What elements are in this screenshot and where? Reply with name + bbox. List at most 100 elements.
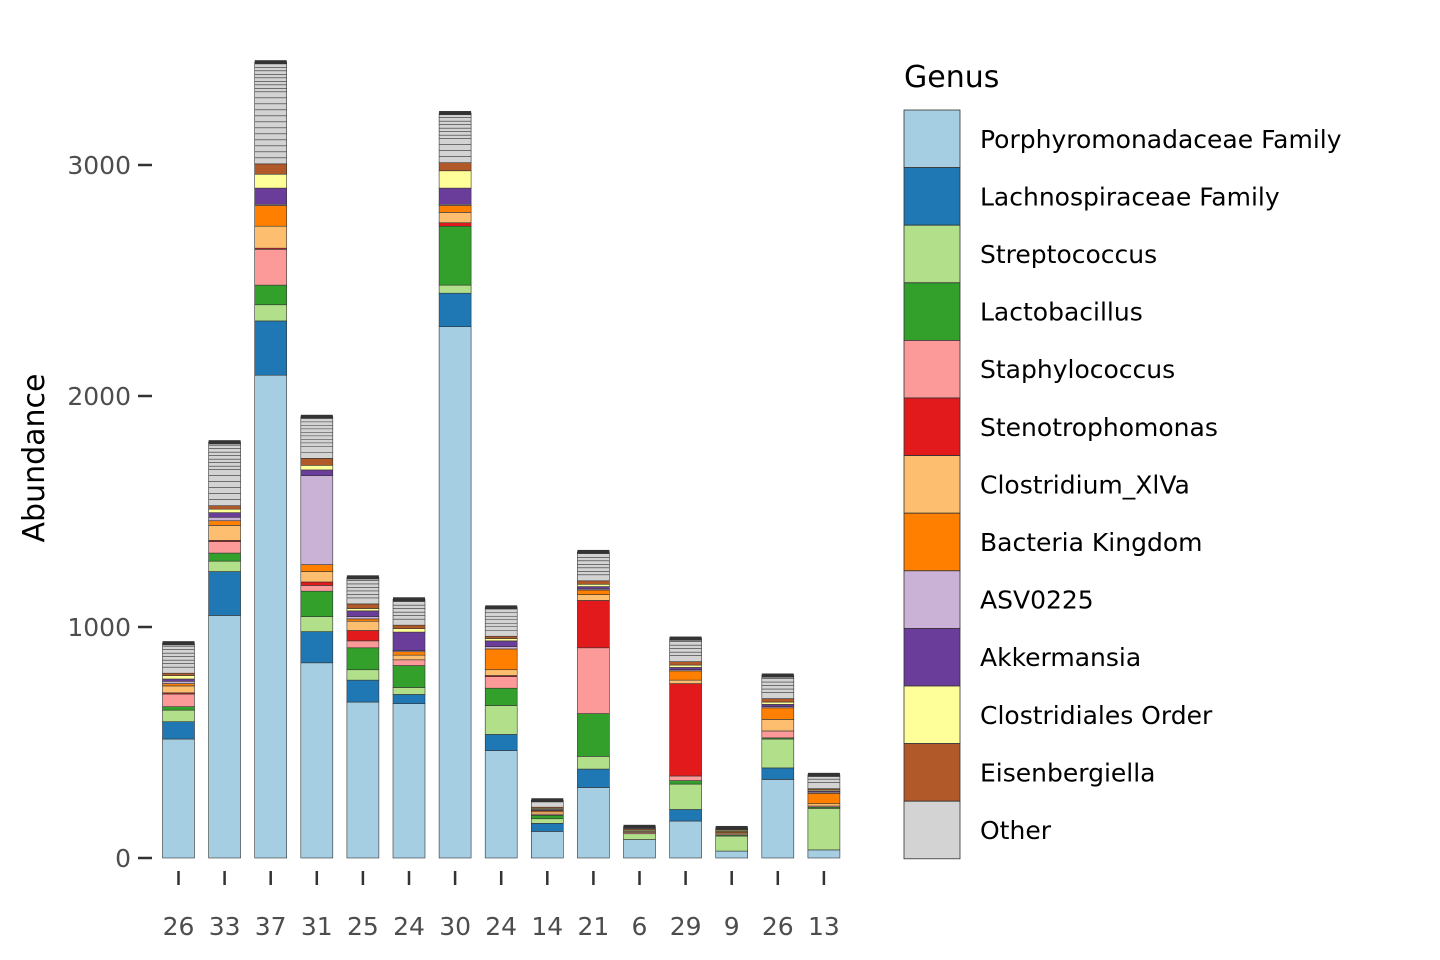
bar-top-cap (393, 597, 425, 602)
bar-segment (669, 670, 702, 681)
y-tick-label: 2000 (67, 382, 131, 411)
bar-segment (208, 560, 241, 572)
bar-segment (761, 707, 795, 720)
bar-segment (669, 780, 702, 785)
bar-segment (346, 616, 380, 620)
bar-segment (484, 750, 518, 859)
bar-segment (438, 212, 472, 224)
bar-segment (162, 738, 195, 859)
bar-segment (530, 823, 564, 832)
bar-segment (623, 839, 656, 859)
bar-stack (346, 575, 380, 859)
bar-segment (577, 647, 610, 714)
bar-segment (162, 683, 195, 687)
bar-segment (346, 679, 380, 703)
legend-item: Clostridiales Order (903, 685, 1213, 744)
bar-segment (300, 458, 334, 466)
bar-segment (162, 709, 195, 723)
bar-segment (438, 162, 472, 172)
bar-segment (300, 469, 334, 476)
bar-segment (484, 734, 518, 751)
bar-segment (346, 630, 380, 642)
bar-segment (530, 818, 564, 824)
bar-segment (254, 205, 287, 227)
bar-segment (761, 719, 795, 732)
x-tick-label: 26 (762, 912, 794, 941)
legend-label: ASV0225 (980, 586, 1094, 615)
legend-swatch (903, 628, 961, 687)
bar-segment (530, 811, 564, 815)
bar-segment (392, 628, 426, 633)
legend-swatch (903, 570, 961, 629)
bar-top-cap (439, 111, 472, 116)
bar-segment (162, 693, 195, 707)
bar-segment (208, 516, 241, 522)
y-axis-title: Abundance (17, 374, 52, 543)
legend-item: Lactobacillus (903, 282, 1143, 341)
bar-segment (346, 608, 380, 612)
bar-segment (254, 249, 287, 286)
legend-label: Porphyromonadaceae Family (980, 125, 1342, 154)
bar-segment (208, 525, 241, 541)
x-tick-label: 14 (531, 912, 563, 941)
bar-segment (392, 703, 426, 859)
bar-segment (577, 768, 610, 788)
bar-segment (162, 672, 195, 676)
legend-swatch (903, 685, 961, 744)
bar-segment (162, 706, 195, 711)
bar-segment (577, 589, 610, 595)
legend-item: Bacteria Kingdom (903, 512, 1202, 572)
bar-segment (669, 683, 702, 777)
x-tick-label: 21 (577, 912, 609, 941)
bar-stack (208, 440, 241, 859)
legend-title: Genus (904, 60, 999, 95)
bar-segment (438, 222, 472, 227)
legend-swatch (903, 167, 961, 226)
bar-segment (669, 679, 702, 684)
bar-segment (208, 441, 241, 507)
legend-item: Staphylococcus (903, 339, 1175, 399)
bar-segment (254, 304, 287, 322)
legend-label: Staphylococcus (980, 355, 1175, 384)
bar-top-cap (162, 641, 195, 646)
legend-label: Lachnospiraceae Family (980, 182, 1280, 211)
bar-segment (346, 610, 380, 617)
bar-segment (484, 640, 518, 647)
bar-segment (300, 662, 334, 859)
x-tick-label: 30 (439, 912, 471, 941)
bar-segment (438, 187, 472, 205)
bar-segment (208, 505, 241, 510)
bar-segment (577, 600, 610, 649)
x-tick-label: 26 (163, 912, 195, 941)
bar-segment (761, 704, 795, 707)
bar-segment (392, 654, 426, 661)
bar-stack (392, 597, 426, 859)
bar-segment (669, 783, 702, 810)
bar-segment (577, 713, 610, 757)
bar-segment (254, 284, 287, 306)
bar-stack (623, 824, 656, 859)
bar-segment (392, 651, 426, 656)
x-tick-label: 24 (485, 912, 517, 941)
legend-item: Stenotrophomonas (903, 397, 1218, 456)
bar-segment (577, 580, 610, 585)
bar-segment (392, 665, 426, 688)
legend-item: Porphyromonadaceae Family (903, 109, 1342, 168)
bar-segment (300, 464, 334, 471)
bar-segment (254, 225, 287, 249)
bar-segment (438, 170, 472, 189)
bar-stack (669, 636, 702, 859)
bar-segment (438, 292, 472, 327)
bar-segment (761, 779, 795, 859)
y-tick-label: 0 (115, 844, 131, 873)
bar-segment (438, 326, 472, 859)
bar-segment (438, 205, 472, 213)
bar-stack (484, 605, 518, 859)
bar-top-cap (715, 825, 748, 830)
bar-stack (761, 673, 795, 859)
y-axis: 0 1000 2000 3000 (67, 151, 152, 873)
bar-segment (254, 163, 287, 175)
bar-segment (346, 701, 380, 859)
bar-segment (162, 675, 195, 680)
bar-segment (761, 675, 795, 699)
